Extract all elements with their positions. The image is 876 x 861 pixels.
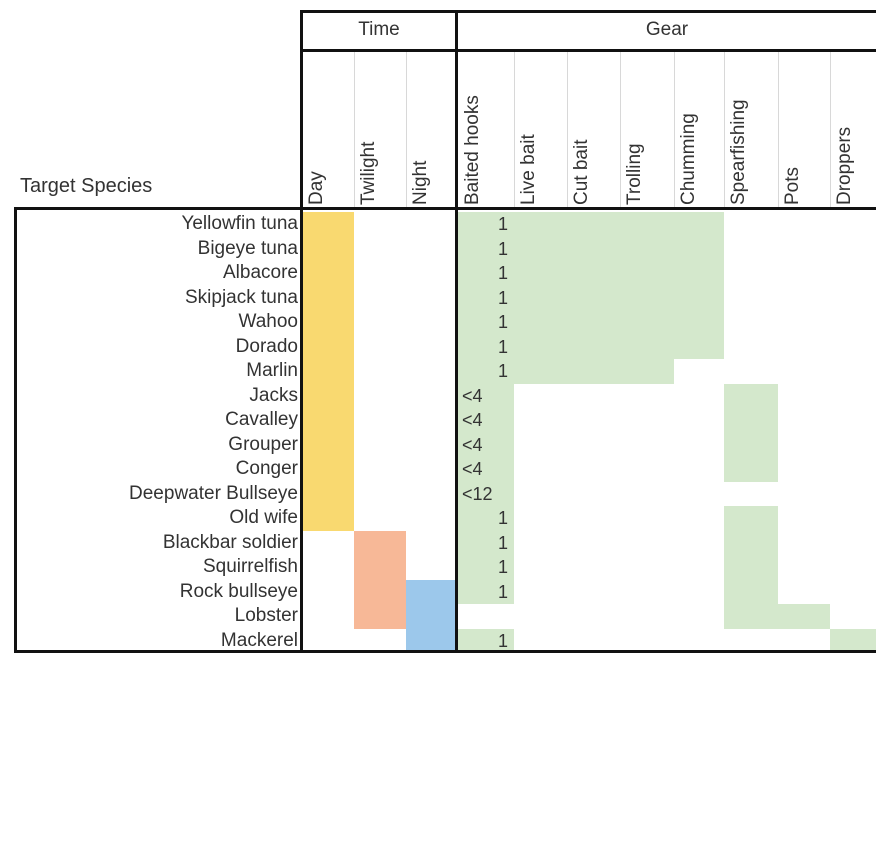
baited-hooks-value: <4 [462, 459, 483, 479]
baited-hooks-value: 1 [498, 312, 509, 332]
baited-hooks-value: 1 [498, 630, 509, 651]
column-header-cut-bait: Cut bait [571, 139, 592, 205]
baited-hooks-value: 1 [498, 263, 509, 283]
baited-hooks-value: 1 [498, 557, 509, 577]
species-label: Yellowfin tuna [181, 213, 298, 234]
column-gridline [620, 52, 621, 210]
column-header-baited-hooks: Baited hooks [462, 95, 483, 205]
species-label: Dorado [235, 335, 298, 357]
species-label: Albacore [223, 262, 298, 283]
table-body-top-border [14, 207, 876, 210]
column-gridline [830, 52, 831, 210]
gear-band [724, 506, 778, 629]
gear-band [458, 383, 514, 604]
baited-hooks-value: <4 [462, 385, 483, 406]
column-header-droppers: Droppers [834, 126, 855, 205]
column-header-trolling: Trolling [624, 143, 645, 205]
species-label: Mackerel [220, 629, 298, 651]
column-header-spearfishing: Spearfishing [728, 99, 749, 205]
gear-band [458, 359, 674, 384]
column-header-twilight: Twilight [358, 141, 379, 205]
column-header-pots: Pots [782, 166, 803, 205]
time-band-night [406, 579, 456, 653]
baited-hooks-value: 1 [498, 581, 509, 602]
column-gridline [567, 52, 568, 210]
column-header-night: Night [410, 160, 431, 205]
group-header-time: Time [358, 19, 400, 40]
column-gridline [406, 52, 407, 210]
species-column-left-border [14, 207, 17, 653]
column-gridline [724, 52, 725, 210]
column-header-chumming: Chumming [678, 113, 699, 205]
baited-hooks-value: <4 [462, 410, 483, 430]
column-gridline [778, 52, 779, 210]
group-header-bottom-border [300, 49, 876, 52]
species-label: Old wife [229, 507, 298, 528]
species-label: Rock bullseye [179, 580, 298, 602]
column-gridline [354, 52, 355, 210]
species-label: Squirrelfish [202, 556, 298, 577]
column-gridline [514, 52, 515, 210]
column-gridline [674, 52, 675, 210]
gear-band [830, 628, 876, 653]
table-body-bottom-border [14, 650, 876, 653]
baited-hooks-value: 1 [498, 214, 509, 234]
species-label: Grouper [228, 433, 298, 455]
species-label: Cavalley [225, 409, 298, 430]
species-label: Deepwater Bullseye [129, 482, 298, 504]
column-header-live-bait: Live bait [518, 134, 539, 205]
gear-band [458, 628, 514, 653]
species-label: Skipjack tuna [184, 286, 298, 308]
day-column-left-border [300, 10, 303, 653]
column-header-day: Day [306, 171, 327, 205]
time-band-twilight [354, 530, 406, 629]
baited-hooks-value: 1 [498, 508, 509, 528]
baited-hooks-value: <12 [462, 483, 493, 504]
species-label: Bigeye tuna [197, 237, 298, 259]
time-gear-divider-border [455, 10, 458, 653]
species-label: Jacks [249, 384, 298, 406]
group-header-gear: Gear [645, 19, 689, 40]
species-label: Blackbar soldier [162, 531, 298, 553]
baited-hooks-value: 1 [498, 361, 509, 381]
group-header-top-border [300, 10, 876, 13]
baited-hooks-value: 1 [498, 336, 509, 357]
baited-hooks-value: 1 [498, 238, 509, 259]
baited-hooks-value: 1 [498, 532, 509, 553]
species-label: Wahoo [238, 311, 299, 332]
baited-hooks-value: 1 [498, 287, 509, 308]
species-label: Marlin [246, 360, 298, 381]
gear-band [778, 604, 830, 629]
species-label: Lobster [234, 605, 298, 626]
species-label: Conger [235, 458, 298, 479]
row-header-target-species: Target Species [20, 175, 153, 197]
gear-band [458, 212, 724, 359]
gear-band [724, 383, 778, 482]
time-band-day [302, 212, 354, 531]
baited-hooks-value: <4 [462, 434, 483, 455]
